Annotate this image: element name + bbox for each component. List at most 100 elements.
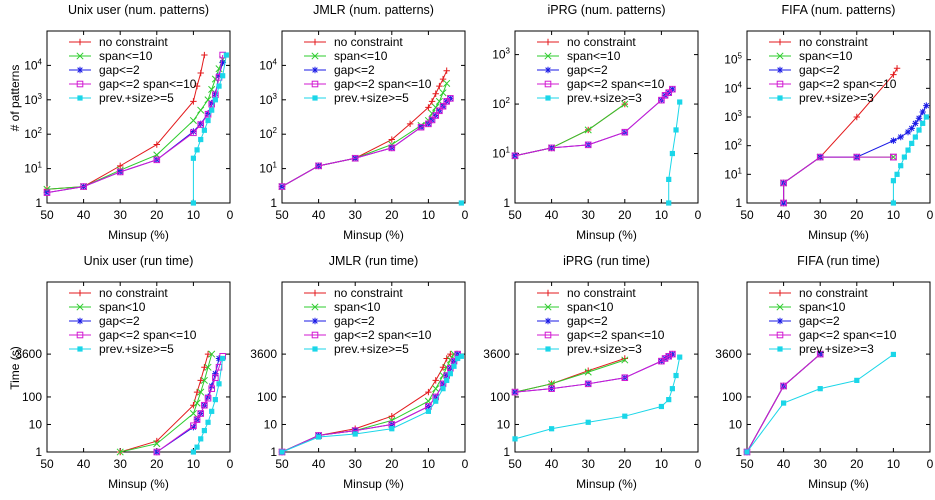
legend-label: prev.+size>=5 (99, 342, 174, 356)
y-tick-label: 104 (724, 80, 742, 95)
legend-label: span<=10 (334, 49, 388, 63)
plot-frame (514, 30, 699, 204)
legend-label: no constraint (99, 286, 168, 300)
chart-title: FIFA (run time) (797, 254, 880, 268)
data-point (584, 380, 592, 388)
data-point (190, 200, 196, 206)
x-tick-label: 0 (695, 208, 702, 222)
data-point (190, 128, 197, 135)
data-point (197, 69, 204, 77)
data-point (201, 427, 207, 434)
data-point (677, 354, 683, 360)
data-point (116, 168, 124, 176)
plot-frame (46, 30, 231, 204)
data-point (893, 65, 901, 72)
x-tick-label: 50 (40, 208, 54, 222)
data-point (428, 98, 436, 105)
series-line (746, 354, 894, 453)
data-point (440, 386, 446, 392)
legend-label: gap<=2 span<=10 (799, 328, 897, 342)
data-point (621, 374, 629, 382)
legend-marker (544, 38, 552, 46)
x-tick-label: 0 (227, 457, 234, 471)
data-point (208, 385, 215, 392)
data-point (432, 377, 439, 384)
data-point (890, 153, 897, 161)
x-tick-label: 10 (187, 457, 201, 471)
y-tick-label: 101 (724, 166, 742, 181)
legend-label: no constraint (799, 35, 868, 49)
data-point (439, 75, 447, 83)
series-line (514, 359, 625, 393)
y-tick-label: 1 (35, 196, 42, 210)
x-tick-label: 20 (385, 457, 399, 471)
data-point (744, 449, 750, 455)
data-point (205, 117, 211, 124)
x-tick-label: 40 (545, 457, 559, 471)
data-point (853, 153, 861, 161)
data-point (43, 189, 51, 196)
data-point (432, 385, 440, 393)
data-point (197, 388, 205, 396)
data-point (204, 110, 212, 118)
x-tick-label: 40 (312, 457, 326, 471)
legend-marker (544, 317, 552, 325)
x-tick-label: 0 (927, 457, 934, 471)
legend-marker (544, 52, 552, 60)
y-tick-label: 103 (259, 92, 277, 107)
y-tick-label: 102 (259, 126, 277, 141)
y-tick-label: 101 (24, 161, 42, 176)
chart-title: iPRG (num. patterns) (547, 3, 665, 17)
data-point (780, 179, 787, 187)
data-point (923, 114, 929, 120)
y-tick-label: 102 (492, 96, 510, 111)
data-point (278, 183, 286, 190)
data-point (190, 449, 196, 455)
series-no_constraint (278, 350, 454, 456)
x-tick-label: 30 (582, 208, 596, 222)
data-point (816, 350, 824, 358)
legend-marker (544, 80, 552, 88)
data-point (193, 82, 201, 90)
data-point (549, 426, 555, 432)
data-point (458, 353, 464, 359)
series-line (156, 358, 220, 453)
chart-panel: FIFA (run time)50 40 30 20 10 01101003600Mins… (715, 254, 933, 491)
data-point (219, 59, 226, 66)
data-point (193, 416, 201, 423)
data-point (548, 144, 555, 152)
data-point (432, 90, 439, 97)
data-point (447, 95, 454, 102)
legend-label: no constraint (99, 35, 168, 49)
series-span (511, 100, 629, 160)
y-tick-label: 3600 (715, 347, 742, 361)
x-tick-label: 40 (777, 457, 791, 471)
data-point (915, 115, 923, 122)
data-point (212, 370, 219, 377)
data-point (428, 116, 436, 124)
data-point (451, 363, 457, 369)
data-point (443, 79, 451, 87)
legend-marker (544, 66, 552, 74)
data-point (201, 127, 207, 133)
data-point (212, 374, 219, 382)
series-gapspan (743, 350, 824, 456)
data-point (198, 436, 204, 442)
legend-label: prev.+size>=5 (99, 91, 174, 105)
series-line (193, 358, 224, 453)
legend-marker (76, 66, 84, 74)
legend-label: no constraint (799, 286, 868, 300)
data-point (669, 150, 675, 157)
data-point (912, 120, 919, 127)
data-point (220, 73, 226, 79)
data-point (209, 107, 215, 113)
chart-panel: iPRG (num. patterns) 50 40 30 20 10 0 1 101 102 10… (492, 3, 701, 242)
legend-marker (544, 303, 552, 311)
data-point (444, 377, 450, 383)
legend-label: gap<=2 (334, 63, 375, 77)
data-point (853, 113, 860, 121)
data-point (201, 51, 208, 59)
data-point (781, 400, 787, 406)
